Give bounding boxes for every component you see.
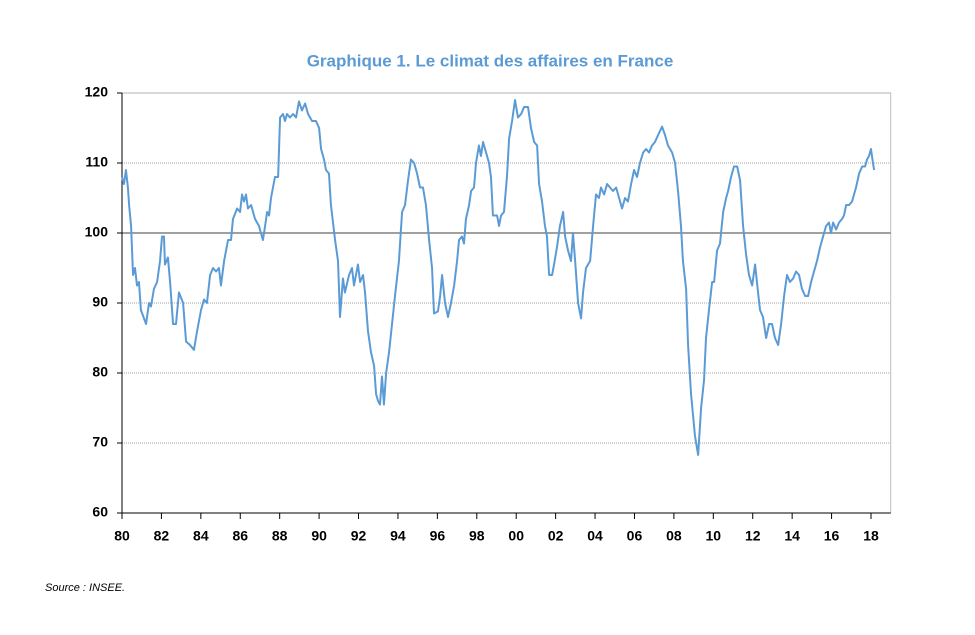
source-note: Source : INSEE. (45, 582, 125, 594)
x-tick-label: 16 (824, 528, 840, 544)
x-tick-label: 10 (706, 528, 722, 544)
x-tick-label: 08 (666, 528, 682, 544)
x-tick-label: 90 (311, 528, 327, 544)
x-tick-label: 06 (627, 528, 643, 544)
chart-title: Graphique 1. Le climat des affaires en F… (307, 51, 674, 70)
y-tick-label: 70 (92, 434, 108, 450)
x-tick-label: 82 (154, 528, 170, 544)
x-tick-label: 14 (784, 528, 800, 544)
x-tick-label: 12 (745, 528, 761, 544)
x-tick-label: 86 (232, 528, 248, 544)
y-tick-label: 110 (85, 154, 108, 170)
x-tick-label: 18 (863, 528, 879, 544)
data-line (121, 99, 876, 456)
x-tick-label: 02 (548, 528, 564, 544)
x-tick-label: 84 (193, 528, 209, 544)
y-tick-label: 100 (85, 224, 109, 240)
x-tick-label: 92 (351, 528, 367, 544)
x-tick-label: 98 (469, 528, 485, 544)
y-tick-label: 90 (92, 294, 108, 310)
y-tick-label: 120 (85, 84, 109, 100)
x-tick-label: 88 (272, 528, 288, 544)
x-tick-label: 80 (114, 528, 130, 544)
x-tick-label: 04 (587, 528, 603, 544)
y-tick-label: 80 (92, 364, 108, 380)
x-tick-label: 94 (390, 528, 406, 544)
x-tick-label: 96 (430, 528, 446, 544)
x-tick-label: 00 (508, 528, 524, 544)
y-tick-label: 60 (92, 504, 108, 520)
